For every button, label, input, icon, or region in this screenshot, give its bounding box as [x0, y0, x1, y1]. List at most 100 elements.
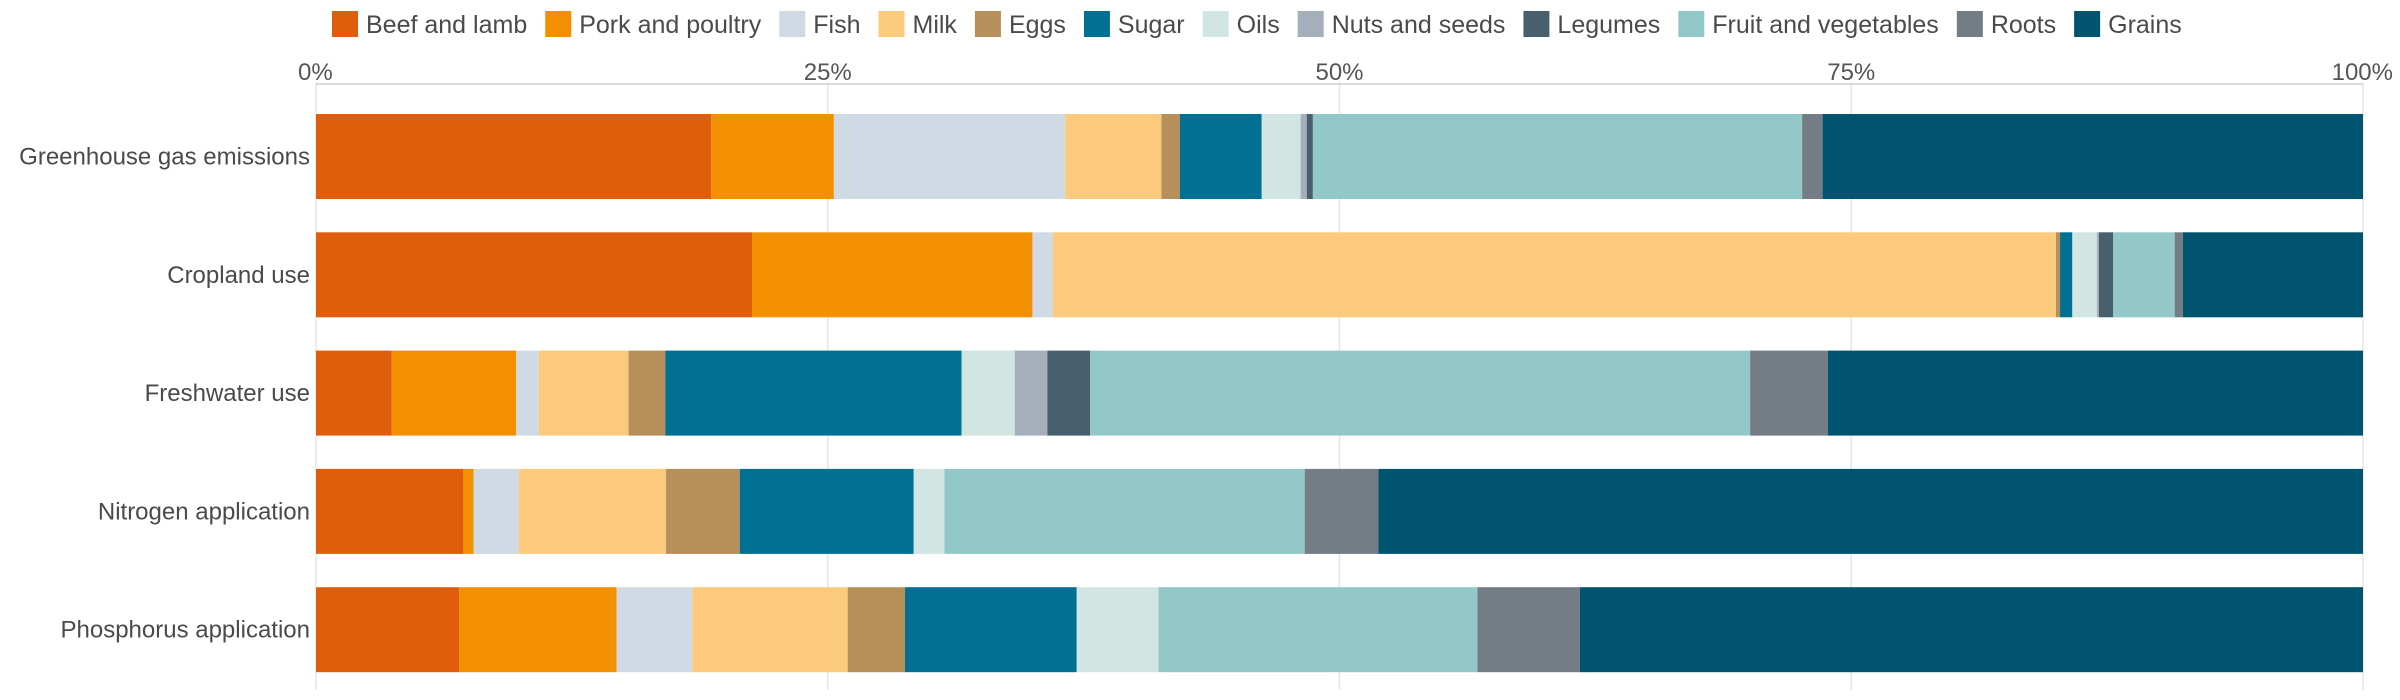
- legend-label: Oils: [1237, 11, 1280, 39]
- x-tick-label: 100%: [2332, 59, 2393, 86]
- bar-segment-milk: [538, 350, 629, 436]
- legend-label: Fruit and vegetables: [1712, 11, 1939, 39]
- bar-segment-fruit-and-vegetables: [1312, 114, 1803, 199]
- bar-segment-eggs: [628, 350, 666, 436]
- bar-row-nitrogen-application: [316, 468, 2363, 554]
- legend-item-legumes: Legumes: [1523, 11, 1660, 39]
- bar-segment-pork-and-poultry: [752, 232, 1033, 318]
- category-labels: Greenhouse gas emissions Cropland use Fres…: [19, 144, 310, 644]
- legend: Beef and lamb Pork and poultry Fish Milk Egg…: [332, 11, 2182, 39]
- bar-row-cropland-use: [316, 232, 2363, 318]
- bar-segment-sugar: [904, 587, 1077, 673]
- bar-segment-nuts-and-seeds: [2096, 232, 2099, 318]
- bar-segment-fish: [473, 468, 519, 554]
- bar-segment-roots: [1477, 587, 1580, 673]
- bar-segment-beef-and-lamb: [316, 350, 392, 436]
- legend-swatch: [1297, 11, 1324, 37]
- bar-segment-roots: [1304, 468, 1379, 554]
- bar-segment-beef-and-lamb: [316, 114, 712, 199]
- bar-segment-legumes: [1306, 114, 1313, 199]
- category-label: Phosphorus application: [60, 617, 310, 644]
- bars: [316, 114, 2363, 673]
- category-label: Nitrogen application: [98, 498, 310, 525]
- bar-segment-grains: [2182, 232, 2363, 318]
- bar-segment-sugar: [2060, 232, 2073, 318]
- bar-segment-fruit-and-vegetables: [1090, 350, 1751, 436]
- legend-item-fish: Fish: [779, 11, 861, 39]
- legend-swatch: [545, 11, 572, 37]
- bar-segment-legumes: [2098, 232, 2114, 318]
- legend-label: Milk: [913, 11, 958, 39]
- bar-segment-milk: [1065, 114, 1162, 199]
- bar-segment-roots: [2174, 232, 2183, 318]
- bar-segment-oils: [2072, 232, 2097, 318]
- bar-row-phosphorus-application: [316, 587, 2363, 673]
- legend-label: Roots: [1991, 11, 2056, 39]
- legend-swatch: [2074, 11, 2101, 37]
- bar-segment-milk: [518, 468, 667, 554]
- x-tick-label: 0%: [298, 59, 333, 86]
- legend-item-grains: Grains: [2074, 11, 2182, 39]
- legend-swatch: [878, 11, 905, 37]
- legend-label: Fish: [813, 11, 860, 39]
- bar-segment-oils: [1261, 114, 1301, 199]
- legend-label: Grains: [2108, 11, 2182, 39]
- bar-segment-fish: [516, 350, 539, 436]
- bar-segment-sugar: [739, 468, 914, 554]
- bar-segment-milk: [1052, 232, 2056, 318]
- bar-segment-eggs: [666, 468, 740, 554]
- bar-segment-grains: [1378, 468, 2363, 554]
- x-axis-ticks: 0% 25% 50% 75% 100%: [298, 59, 2393, 86]
- bar-segment-pork-and-poultry: [711, 114, 834, 199]
- legend-swatch: [779, 11, 806, 37]
- legend-item-milk: Milk: [878, 11, 958, 39]
- bar-segment-grains: [1579, 587, 2363, 673]
- bar-segment-milk: [692, 587, 848, 673]
- bar-segment-fish: [616, 587, 693, 673]
- legend-swatch: [1083, 11, 1110, 37]
- legend-item-eggs: Eggs: [974, 11, 1066, 39]
- legend-label: Nuts and seeds: [1332, 11, 1506, 39]
- category-label: Freshwater use: [145, 380, 310, 407]
- bar-segment-sugar: [1179, 114, 1262, 199]
- legend-swatch: [974, 11, 1001, 37]
- bar-row-greenhouse-gas-emissions: [316, 114, 2363, 199]
- bar-segment-grains: [1827, 350, 2363, 436]
- legend-label: Beef and lamb: [366, 11, 527, 39]
- bar-segment-beef-and-lamb: [316, 232, 753, 318]
- legend-item-sugar: Sugar: [1083, 11, 1185, 39]
- bar-segment-pork-and-poultry: [463, 468, 474, 554]
- bar-segment-beef-and-lamb: [316, 587, 460, 673]
- bar-segment-fruit-and-vegetables: [2113, 232, 2175, 318]
- bar-segment-nuts-and-seeds: [1300, 114, 1307, 199]
- legend-swatch: [1956, 11, 1983, 37]
- bar-segment-beef-and-lamb: [316, 468, 464, 554]
- bar-segment-grains: [1822, 114, 2363, 199]
- bar-segment-oils: [1076, 587, 1159, 673]
- bar-segment-nuts-and-seeds: [1014, 350, 1048, 436]
- bar-segment-fruit-and-vegetables: [1158, 587, 1478, 673]
- legend-label: Sugar: [1118, 11, 1185, 39]
- bar-segment-fish: [1032, 232, 1053, 318]
- category-label: Greenhouse gas emissions: [19, 144, 310, 171]
- legend-item-fruit-and-vegetables: Fruit and vegetables: [1678, 11, 1939, 39]
- legend-item-beef-and-lamb: Beef and lamb: [332, 11, 527, 39]
- category-label: Cropland use: [167, 262, 310, 289]
- x-tick-label: 25%: [804, 59, 852, 86]
- bar-segment-pork-and-poultry: [459, 587, 617, 673]
- bar-segment-eggs: [847, 587, 905, 673]
- legend-swatch: [1678, 11, 1705, 37]
- legend-swatch: [1202, 11, 1229, 37]
- bar-segment-eggs: [1161, 114, 1180, 199]
- bar-segment-roots: [1750, 350, 1828, 436]
- legend-label: Legumes: [1557, 11, 1660, 39]
- bar-segment-fish: [833, 114, 1066, 199]
- legend-item-nuts-and-seeds: Nuts and seeds: [1297, 11, 1506, 39]
- bar-segment-roots: [1802, 114, 1823, 199]
- bar-segment-oils: [913, 468, 945, 554]
- x-tick-label: 75%: [1827, 59, 1875, 86]
- legend-item-roots: Roots: [1956, 11, 2056, 39]
- bar-segment-fruit-and-vegetables: [944, 468, 1305, 554]
- bar-segment-sugar: [665, 350, 962, 436]
